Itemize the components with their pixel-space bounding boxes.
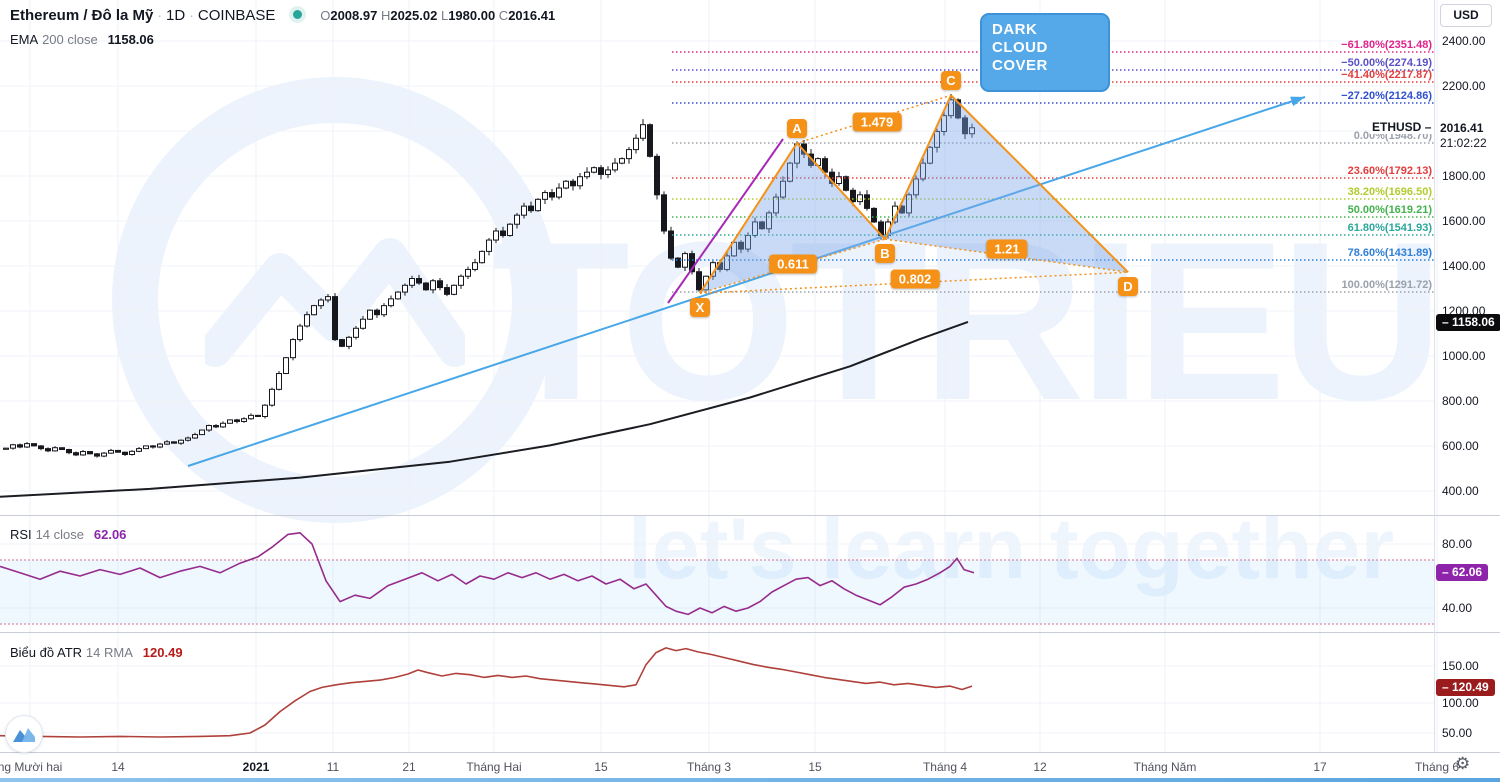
grid-lines xyxy=(0,0,1438,752)
pattern-point-D[interactable]: D xyxy=(1118,277,1138,297)
pattern-point-C[interactable]: C xyxy=(941,71,961,91)
time-tick[interactable]: Tháng 4 xyxy=(922,760,968,774)
pattern-ratio-label[interactable]: 1.21 xyxy=(986,239,1028,259)
time-tick[interactable]: 11 xyxy=(326,760,340,774)
callout-line: COVER xyxy=(992,57,1048,74)
interval-selector[interactable]: 1D xyxy=(166,7,186,24)
candlestick-series xyxy=(3,94,975,458)
time-tick[interactable]: 12 xyxy=(1033,760,1047,774)
atr-indicator-name[interactable]: Biểu đồ ATR xyxy=(10,645,83,660)
time-tick[interactable]: ng Mười hai xyxy=(0,760,63,774)
site-logo[interactable] xyxy=(5,715,43,753)
callout-line: CLOUD xyxy=(992,39,1048,56)
rsi-band xyxy=(0,559,1434,625)
pattern-ratio-label[interactable]: 0.802 xyxy=(890,269,940,289)
time-tick[interactable]: 15 xyxy=(808,760,822,774)
time-tick[interactable]: Tháng Hai xyxy=(466,760,522,774)
pattern-point-B[interactable]: B xyxy=(875,244,895,264)
pattern-point-A[interactable]: A xyxy=(787,119,807,139)
time-tick[interactable]: 15 xyxy=(594,760,608,774)
watermark-title: TOTRIEU xyxy=(492,194,1444,447)
pattern-point-X[interactable]: X xyxy=(690,298,710,318)
time-tick[interactable]: Tháng 6 xyxy=(1414,760,1460,774)
symbol-name[interactable]: Ethereum / Đô la Mỹ xyxy=(10,7,154,24)
time-tick[interactable]: Tháng Năm xyxy=(1133,760,1197,774)
pattern-ratio-label[interactable]: 1.479 xyxy=(852,112,902,132)
watermark-tagline: let's learn together xyxy=(628,501,1394,597)
rsi-indicator-name[interactable]: RSI xyxy=(10,527,32,542)
exchange-name[interactable]: COINBASE xyxy=(197,7,276,24)
cyan-uptrend xyxy=(187,96,1306,467)
mountain-logo-icon xyxy=(13,728,35,742)
time-tick[interactable]: 21 xyxy=(402,760,416,774)
pane-separators xyxy=(0,0,1500,753)
callout-line: DARK xyxy=(992,21,1038,38)
indicator-lines xyxy=(0,531,975,738)
ema-indicator-name[interactable]: EMA xyxy=(10,32,39,47)
ema-line xyxy=(0,320,969,498)
time-tick[interactable]: Tháng 3 xyxy=(686,760,732,774)
currency-toggle-button[interactable]: USD xyxy=(1440,4,1492,27)
gear-icon[interactable]: ⚙ xyxy=(1455,754,1471,773)
harmonic-pattern[interactable] xyxy=(699,94,1129,294)
pattern-ratio-label[interactable]: 0.611 xyxy=(769,254,817,274)
time-tick[interactable]: 2021 xyxy=(242,760,270,774)
time-tick[interactable]: 14 xyxy=(111,760,125,774)
time-tick[interactable]: 17 xyxy=(1313,760,1327,774)
purple-impulse xyxy=(667,138,784,304)
dark-cloud-cover-callout[interactable]: DARK CLOUD COVER xyxy=(980,13,1110,92)
trend-lines[interactable] xyxy=(187,96,1306,467)
